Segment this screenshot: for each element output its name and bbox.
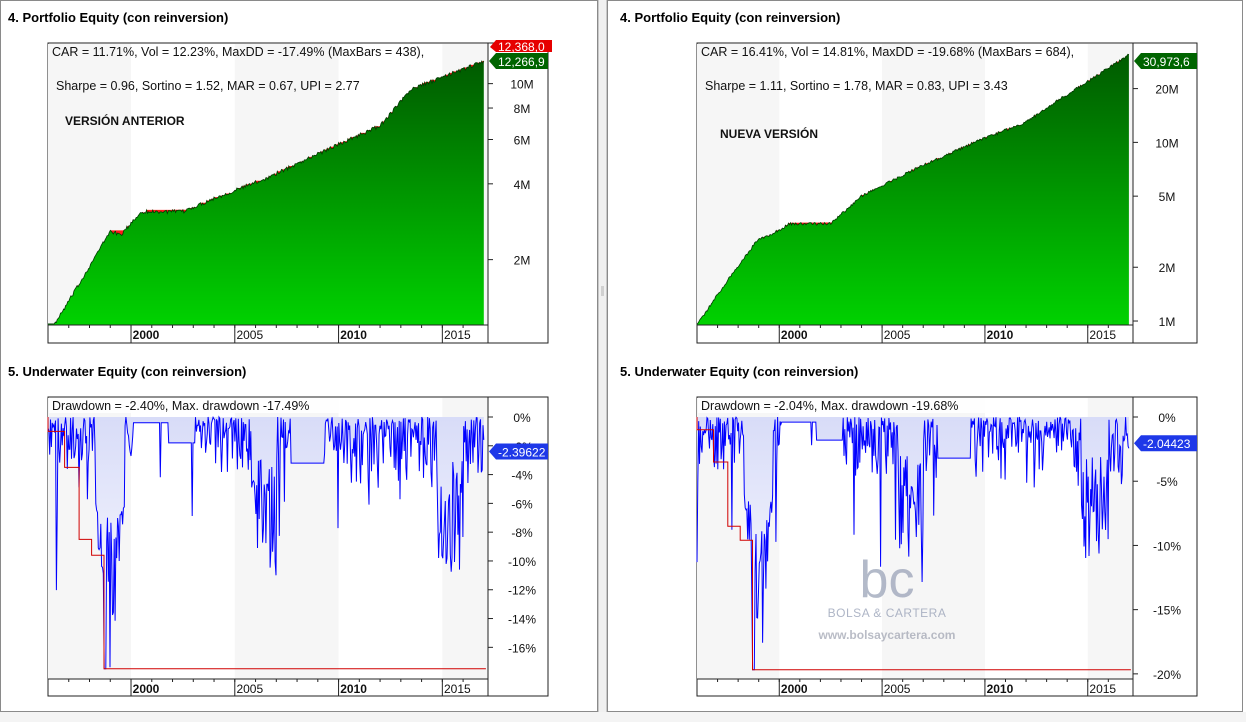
underwater-x-tick-label: 2015 xyxy=(1089,682,1116,696)
underwater-stats-bg xyxy=(49,398,339,413)
underwater-stats-bg xyxy=(698,398,988,413)
version-label: NUEVA VERSIÓN xyxy=(720,126,818,141)
equity-y-tick-label: 2M xyxy=(1159,261,1176,275)
underwater-y-tick-label: -10% xyxy=(508,555,536,569)
underwater-y-tick-label: -4% xyxy=(511,469,533,483)
watermark-url: www.bolsaycartera.com xyxy=(818,628,956,642)
underwater-area xyxy=(697,417,1129,670)
underwater-x-tick-label: 2010 xyxy=(987,682,1014,696)
equity-y-tick-label: 1M xyxy=(1159,315,1176,329)
equity-area xyxy=(697,54,1129,325)
max-drawdown-line xyxy=(696,417,1131,671)
equity-section-title: 4. Portfolio Equity (con reinversion) xyxy=(620,10,841,25)
equity-x-tick-label: 2010 xyxy=(340,328,367,342)
equity-x-tick-label: 2015 xyxy=(1089,328,1116,342)
equity-x-tick-label: 2005 xyxy=(884,328,911,342)
equity-y-tick-label: 2M xyxy=(514,254,531,268)
equity-upper-value-badge xyxy=(490,40,552,52)
underwater-y-tick-label: -15% xyxy=(1153,604,1181,618)
equity-x-tick-label: 2005 xyxy=(236,328,263,342)
underwater-y-tick-label: 0% xyxy=(513,411,531,425)
equity-y-tick-label: 6M xyxy=(514,133,531,147)
equity-y-tick-label: 5M xyxy=(1159,190,1176,204)
equity-last-value-badge xyxy=(1134,53,1197,69)
underwater-y-tick-label: -14% xyxy=(508,613,536,627)
watermark-logo: bc xyxy=(860,551,915,609)
equity-y-tick-label: 10M xyxy=(510,78,533,92)
underwater-y-tick-label: -8% xyxy=(511,526,533,540)
underwater-last-value-text: -2.04423 xyxy=(1143,437,1191,451)
underwater-y-tick-label: -12% xyxy=(508,584,536,598)
underwater-x-tick-label: 2005 xyxy=(884,682,911,696)
splitter-grip[interactable] xyxy=(601,286,604,296)
equity-y-tick-label: 4M xyxy=(514,178,531,192)
underwater-y-tick-label: -10% xyxy=(1153,539,1181,553)
equity-stats-line2: Sharpe = 1.11, Sortino = 1.78, MAR = 0.8… xyxy=(705,79,1008,93)
underwater-x-tick-label: 2010 xyxy=(340,682,367,696)
underwater-y-tick-label: -6% xyxy=(511,497,533,511)
equity-stats-line2: Sharpe = 0.96, Sortino = 1.52, MAR = 0.6… xyxy=(56,79,360,93)
underwater-x-tick-label: 2000 xyxy=(781,682,808,696)
equity-stats-line1: CAR = 16.41%, Vol = 14.81%, MaxDD = -19.… xyxy=(701,45,1074,59)
equity-y-tick-label: 20M xyxy=(1155,83,1178,97)
underwater-line xyxy=(696,416,1130,671)
equity-line xyxy=(696,53,1130,325)
equity-last-value-badge xyxy=(489,53,548,69)
equity-y-tick-label: 10M xyxy=(1155,136,1178,150)
underwater-x-tick-label: 2000 xyxy=(133,682,160,696)
underwater-section-title: 5. Underwater Equity (con reinversion) xyxy=(620,364,859,379)
pane-splitter[interactable] xyxy=(598,0,607,712)
underwater-line xyxy=(47,415,485,670)
equity-x-tick-label: 2000 xyxy=(781,328,808,342)
equity-last-value-text: 30,973,6 xyxy=(1143,55,1190,69)
underwater-y-tick-label: -5% xyxy=(1156,475,1178,489)
underwater-y-tick-label: -16% xyxy=(508,641,536,655)
window-bottom-edge xyxy=(0,712,1246,722)
underwater-section-title: 5. Underwater Equity (con reinversion) xyxy=(8,364,247,379)
max-drawdown-line xyxy=(47,417,486,670)
equity-x-tick-label: 2015 xyxy=(444,328,471,342)
underwater-last-value-badge xyxy=(489,443,548,460)
equity-section-title: 4. Portfolio Equity (con reinversion) xyxy=(8,10,229,25)
equity-x-tick-label: 2000 xyxy=(133,328,160,342)
equity-y-tick-label: 8M xyxy=(514,102,531,116)
underwater-x-tick-label: 2005 xyxy=(236,682,263,696)
underwater-last-value-badge xyxy=(1134,435,1197,452)
equity-x-tick-label: 2010 xyxy=(987,328,1014,342)
underwater-y-tick-label: -20% xyxy=(1153,668,1181,682)
watermark-brand: BOLSA & CARTERA xyxy=(828,606,947,620)
underwater-last-value-text: -2.39622 xyxy=(498,446,546,460)
underwater-y-tick-label: 0% xyxy=(1158,411,1176,425)
equity-last-value-text: 12,266,9 xyxy=(498,55,545,69)
equity-upper-value-text: 12,368,0 xyxy=(498,40,545,54)
underwater-stats: Drawdown = -2.40%, Max. drawdown -17.49% xyxy=(52,399,309,413)
equity-stats-line1: CAR = 11.71%, Vol = 12.23%, MaxDD = -17.… xyxy=(52,45,424,59)
underwater-stats: Drawdown = -2.04%, Max. drawdown -19.68% xyxy=(701,399,958,413)
version-label: VERSIÓN ANTERIOR xyxy=(65,113,185,128)
underwater-x-tick-label: 2015 xyxy=(444,682,471,696)
equity-line xyxy=(47,60,485,325)
